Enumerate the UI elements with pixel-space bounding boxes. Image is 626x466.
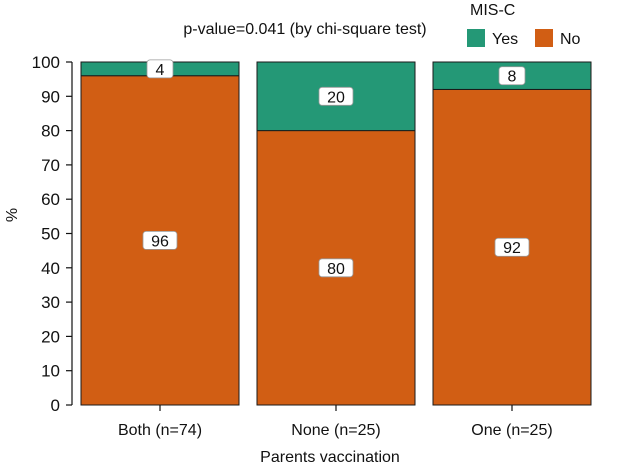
x-axis: Both (n=74) None (n=25) One (n=25) — [118, 405, 553, 439]
legend-label: No — [560, 31, 581, 48]
legend-title: MIS-C — [470, 2, 515, 19]
y-tick-label: 10 — [41, 362, 60, 381]
data-label-text: 92 — [503, 240, 521, 257]
data-label: 92 — [494, 237, 530, 257]
data-label-text: 20 — [327, 89, 345, 106]
y-axis-title: % — [4, 208, 21, 222]
data-label: 4 — [146, 59, 174, 79]
x-tick-label: None (n=25) — [291, 422, 380, 439]
legend-item-no: No — [535, 29, 581, 48]
data-label-text: 4 — [156, 62, 165, 79]
y-tick-label: 30 — [41, 293, 60, 312]
x-axis-title: Parents vaccination — [260, 449, 400, 466]
data-label-text: 8 — [508, 69, 517, 86]
y-tick-label: 70 — [41, 156, 60, 175]
data-label: 80 — [318, 258, 354, 278]
y-axis: 0 10 20 30 40 50 60 70 80 90 100 — [32, 53, 73, 415]
y-tick-label: 20 — [41, 327, 60, 346]
legend-swatch — [467, 29, 485, 47]
data-label-box — [494, 237, 530, 257]
legend-label: Yes — [492, 31, 518, 48]
data-label-text: 80 — [327, 261, 345, 278]
data-label-box — [142, 230, 178, 250]
legend-swatch — [535, 29, 553, 47]
x-tick-label: One (n=25) — [471, 422, 552, 439]
y-tick-label: 50 — [41, 225, 60, 244]
data-label-box — [146, 59, 174, 79]
bar-segment-yes — [256, 61, 416, 132]
bars: 96 4 80 20 92 8 — [80, 59, 592, 406]
chart-subtitle: p-value=0.041 (by chi-square test) — [183, 21, 426, 38]
data-label-box — [498, 66, 526, 86]
data-label: 96 — [142, 230, 178, 250]
legend-item-yes: Yes — [467, 29, 518, 48]
legend: MIS-C Yes No — [467, 2, 581, 48]
y-tick-label: 60 — [41, 190, 60, 209]
y-tick-label: 0 — [51, 396, 60, 415]
y-tick-label: 90 — [41, 87, 60, 106]
data-label: 8 — [498, 66, 526, 86]
data-label-text: 96 — [151, 233, 169, 250]
x-tick-label: Both (n=74) — [118, 422, 202, 439]
y-tick-label: 80 — [41, 122, 60, 141]
data-label: 20 — [318, 86, 354, 106]
data-label-box — [318, 258, 354, 278]
data-label-box — [318, 86, 354, 106]
y-tick-label: 40 — [41, 259, 60, 278]
y-tick-label: 100 — [32, 53, 60, 72]
